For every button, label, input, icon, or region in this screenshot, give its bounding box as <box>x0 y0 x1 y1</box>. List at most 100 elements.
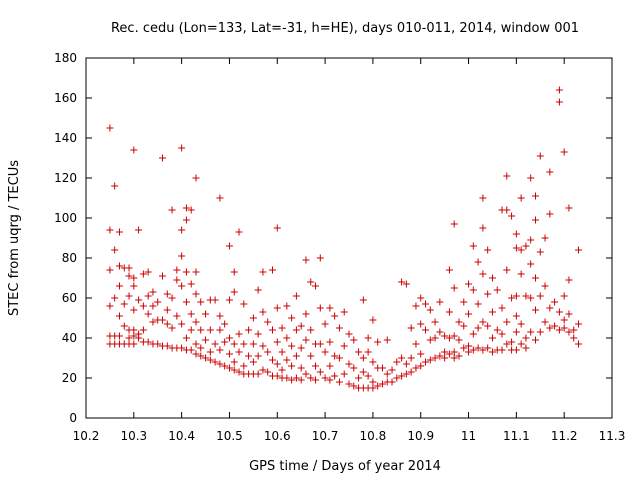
data-point <box>512 346 520 354</box>
data-point <box>374 382 382 390</box>
data-point <box>130 274 138 282</box>
data-point <box>316 254 324 262</box>
data-point <box>149 318 157 326</box>
data-point <box>527 236 535 244</box>
data-point <box>407 354 415 362</box>
data-point <box>484 344 492 352</box>
data-point <box>536 292 544 300</box>
data-point <box>560 148 568 156</box>
data-point <box>426 356 434 364</box>
data-point <box>426 306 434 314</box>
data-point <box>283 374 291 382</box>
data-point <box>331 312 339 320</box>
data-point <box>474 300 482 308</box>
data-point <box>402 280 410 288</box>
data-point <box>412 302 420 310</box>
data-point <box>402 370 410 378</box>
data-point <box>536 248 544 256</box>
data-point <box>302 336 310 344</box>
y-tick-label: 100 <box>54 211 77 225</box>
data-point <box>541 318 549 326</box>
data-point <box>488 334 496 342</box>
data-point <box>522 334 530 342</box>
data-point <box>460 322 468 330</box>
data-point <box>173 266 181 274</box>
data-point <box>417 294 425 302</box>
x-tick-label: 10.5 <box>216 429 243 443</box>
data-point <box>292 374 300 382</box>
data-point <box>474 344 482 352</box>
data-point <box>264 318 272 326</box>
data-point <box>307 374 315 382</box>
data-point <box>202 336 210 344</box>
data-point <box>450 284 458 292</box>
data-point <box>182 334 190 342</box>
data-point <box>125 292 133 300</box>
data-point <box>484 322 492 330</box>
data-point <box>551 322 559 330</box>
data-point <box>407 324 415 332</box>
data-point <box>235 348 243 356</box>
data-point <box>259 268 267 276</box>
data-point <box>560 316 568 324</box>
data-point <box>192 350 200 358</box>
data-point <box>178 282 186 290</box>
data-point <box>335 354 343 362</box>
plot-frame <box>85 57 613 419</box>
data-point <box>178 144 186 152</box>
data-point <box>345 330 353 338</box>
data-point <box>508 212 516 220</box>
data-point <box>441 332 449 340</box>
data-point <box>288 362 296 370</box>
data-point <box>225 350 233 358</box>
data-point <box>230 358 238 366</box>
data-point <box>531 192 539 200</box>
data-point <box>493 326 501 334</box>
data-point <box>125 334 133 342</box>
data-point <box>460 298 468 306</box>
x-tick-label: 10.3 <box>120 429 147 443</box>
data-point <box>288 342 296 350</box>
data-point <box>555 86 563 94</box>
data-point <box>130 146 138 154</box>
data-point <box>479 194 487 202</box>
data-point <box>197 352 205 360</box>
data-point <box>364 334 372 342</box>
data-point <box>115 228 123 236</box>
data-point <box>288 376 296 384</box>
data-point <box>512 328 520 336</box>
data-point <box>120 300 128 308</box>
data-point <box>350 336 358 344</box>
data-point <box>173 312 181 320</box>
data-point <box>398 372 406 380</box>
data-point <box>202 310 210 318</box>
data-point <box>206 348 214 356</box>
data-point <box>488 308 496 316</box>
data-point <box>292 326 300 334</box>
data-point <box>417 320 425 328</box>
data-point <box>450 332 458 340</box>
data-point <box>115 262 123 270</box>
data-point <box>426 336 434 344</box>
x-tick-label: 10.4 <box>168 429 195 443</box>
data-point <box>469 330 477 338</box>
data-point <box>268 356 276 364</box>
data-point <box>159 316 167 324</box>
data-point <box>292 352 300 360</box>
data-point <box>321 348 329 356</box>
data-point <box>163 290 171 298</box>
data-point <box>278 324 286 332</box>
data-point <box>187 206 195 214</box>
data-point <box>374 338 382 346</box>
data-point <box>498 330 506 338</box>
data-point <box>130 282 138 290</box>
data-point <box>115 282 123 290</box>
data-point <box>469 286 477 294</box>
axis-ticks: 10.2 10.3 10.4 10.5 10.6 10.7 10.8 10.9 11 11.1 11… <box>54 51 625 443</box>
data-point <box>369 384 377 392</box>
data-point <box>182 216 190 224</box>
y-tick-label: 140 <box>54 131 77 145</box>
data-point <box>178 320 186 328</box>
data-point <box>450 348 458 356</box>
data-point <box>465 348 473 356</box>
